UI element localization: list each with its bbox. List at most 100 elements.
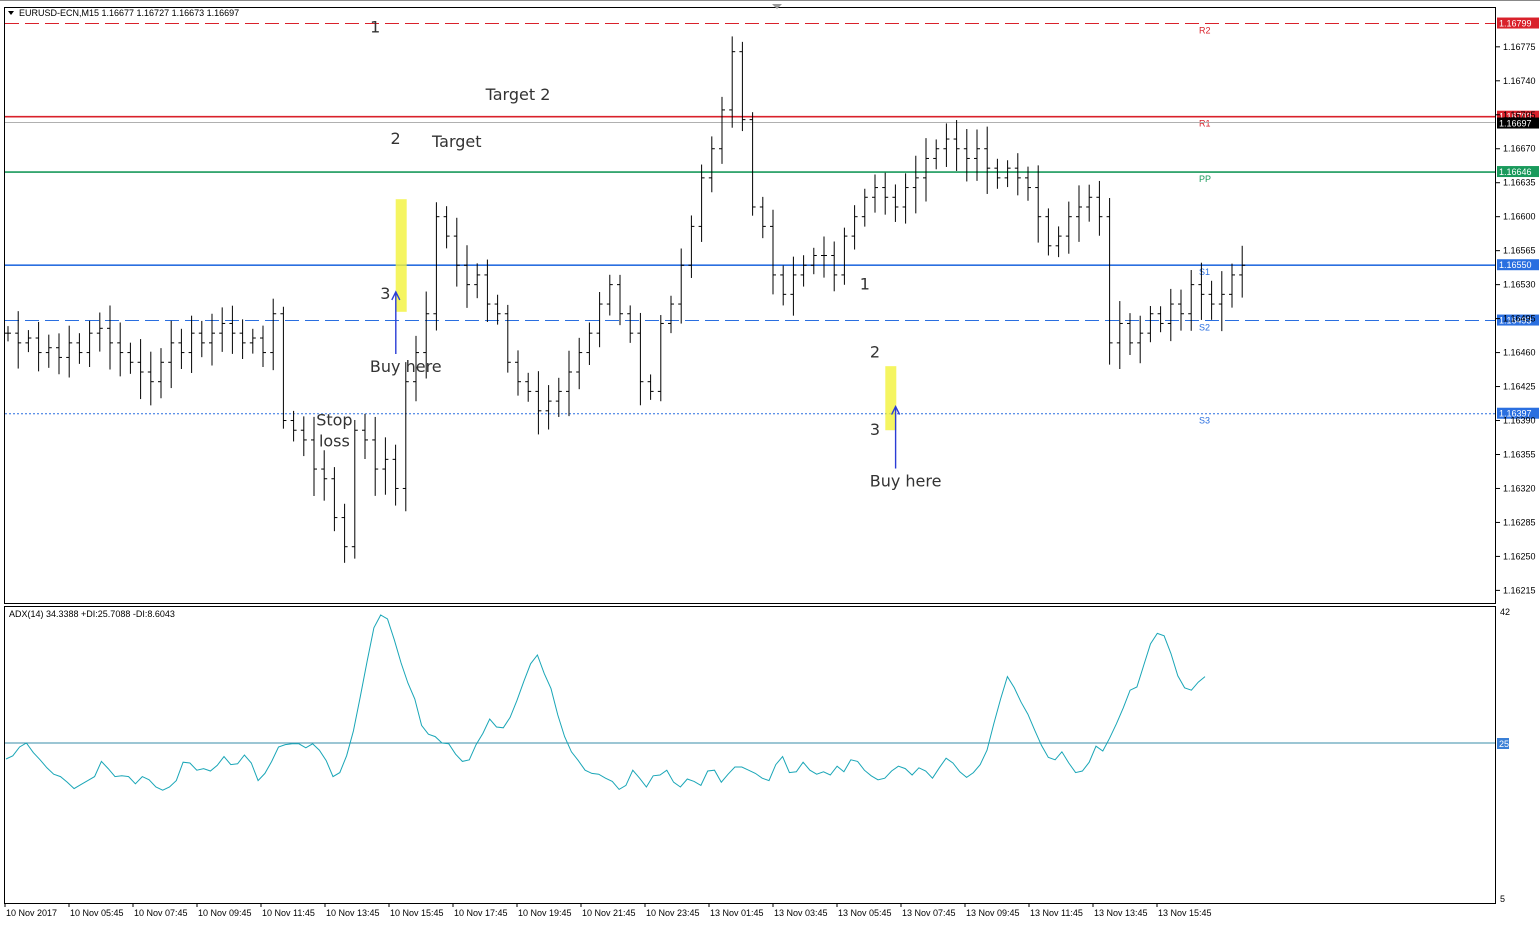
highlight-zone bbox=[885, 366, 897, 431]
price-tick-label: 1.16285 bbox=[1503, 517, 1536, 527]
price-tick-label: 1.16670 bbox=[1503, 144, 1536, 154]
price-bar bbox=[861, 188, 868, 227]
pivot-price-label: 1.16493 bbox=[1499, 316, 1532, 326]
price-bar bbox=[260, 325, 266, 368]
price-bar bbox=[86, 320, 93, 367]
price-bar bbox=[382, 437, 389, 495]
price-bar bbox=[494, 294, 501, 325]
price-bar bbox=[515, 350, 521, 396]
price-tick-label: 1.16460 bbox=[1503, 348, 1536, 358]
price-tick-label: 1.16390 bbox=[1503, 416, 1536, 426]
price-bar bbox=[321, 450, 328, 501]
price-bar bbox=[974, 129, 980, 181]
price-bar bbox=[963, 129, 970, 182]
annotation-label: 2 bbox=[391, 129, 401, 148]
price-bar bbox=[1137, 315, 1144, 364]
price-bar bbox=[902, 173, 909, 224]
annotation-label: 2 bbox=[870, 342, 880, 361]
price-bar bbox=[96, 312, 103, 352]
price-bar bbox=[535, 371, 542, 435]
time-tick-label: 13 Nov 01:45 bbox=[710, 908, 764, 918]
price-tick-label: 1.16250 bbox=[1503, 551, 1536, 561]
annotation-label: 1 bbox=[860, 274, 870, 293]
price-tick-label: 1.16215 bbox=[1503, 585, 1536, 595]
indicator-pane[interactable] bbox=[4, 606, 1496, 904]
price-tick-label: 1.16530 bbox=[1503, 280, 1536, 290]
pivot-name-s1: S1 bbox=[1199, 267, 1210, 277]
buy-arrow-head-icon bbox=[391, 290, 401, 301]
annotation-label: Buy here bbox=[870, 472, 942, 491]
price-bar bbox=[821, 236, 827, 278]
price-bar bbox=[423, 291, 430, 379]
price-bar bbox=[994, 158, 1001, 189]
indicator-header: ADX(14) 34.3388 +DI:25.7088 -DI:8.6043 bbox=[9, 609, 175, 619]
price-bar bbox=[331, 467, 338, 532]
time-tick-label: 13 Nov 09:45 bbox=[966, 908, 1020, 918]
pivot-name-pp: PP bbox=[1199, 174, 1211, 184]
price-bar bbox=[362, 413, 368, 460]
price-bar bbox=[504, 304, 511, 373]
price-bar bbox=[729, 36, 736, 128]
pivot-name-r2: R2 bbox=[1199, 26, 1211, 36]
price-bar bbox=[1065, 201, 1072, 254]
price-bar bbox=[831, 241, 838, 292]
price-bar bbox=[841, 227, 848, 285]
price-bar bbox=[1055, 226, 1062, 258]
time-tick-label: 10 Nov 09:45 bbox=[198, 908, 252, 918]
price-bar bbox=[810, 247, 817, 275]
price-bar bbox=[984, 126, 991, 194]
highlight-zone bbox=[395, 199, 407, 312]
price-bar bbox=[1004, 160, 1011, 188]
time-tick-label: 10 Nov 17:45 bbox=[454, 908, 508, 918]
price-bar bbox=[209, 313, 215, 366]
annotation-label: Target 2 bbox=[485, 85, 551, 104]
price-bar bbox=[566, 350, 572, 417]
scroll-marker-icon[interactable] bbox=[772, 4, 782, 9]
time-tick-label: 10 Nov 05:45 bbox=[70, 908, 124, 918]
price-bar bbox=[627, 305, 634, 343]
price-bar bbox=[464, 245, 470, 308]
time-tick-label: 10 Nov 23:45 bbox=[646, 908, 700, 918]
price-bar bbox=[15, 311, 22, 369]
time-tick-label: 13 Nov 15:45 bbox=[1158, 908, 1212, 918]
price-bar bbox=[1025, 166, 1031, 201]
price-bar bbox=[229, 305, 236, 354]
price-tick-label: 1.16565 bbox=[1503, 246, 1536, 256]
price-bar bbox=[576, 337, 583, 390]
adx-series-line bbox=[5, 614, 1206, 791]
price-bar bbox=[688, 215, 695, 278]
price-tick-label: 1.16425 bbox=[1503, 382, 1536, 392]
price-bar bbox=[433, 202, 440, 331]
buy-arrow-head-icon bbox=[890, 404, 901, 415]
price-bar bbox=[45, 334, 52, 368]
price-bar bbox=[933, 139, 940, 170]
price-bar bbox=[892, 184, 899, 222]
price-bar bbox=[1147, 305, 1154, 343]
price-bar bbox=[1239, 245, 1246, 298]
price-bar bbox=[35, 321, 42, 372]
annotation-label: Target bbox=[431, 132, 482, 151]
price-bar bbox=[708, 136, 715, 193]
price-bar bbox=[484, 259, 491, 322]
price-bar bbox=[586, 322, 593, 366]
price-bar bbox=[188, 315, 195, 373]
price-bar bbox=[780, 265, 787, 306]
adx-ref-label: 25 bbox=[1499, 739, 1509, 749]
symbol-header: EURUSD-ECN,M15 1.16677 1.16727 1.16673 1… bbox=[19, 8, 239, 18]
price-bar bbox=[1014, 153, 1021, 196]
price-bar bbox=[872, 174, 878, 213]
price-bar bbox=[698, 164, 705, 242]
price-bar bbox=[596, 292, 603, 348]
price-bar bbox=[168, 320, 175, 389]
price-pane[interactable] bbox=[4, 7, 1496, 604]
collapse-arrow-icon[interactable] bbox=[8, 11, 14, 15]
price-tick-label: 1.16355 bbox=[1503, 449, 1536, 459]
price-bar bbox=[107, 305, 113, 370]
price-bar bbox=[617, 274, 623, 326]
price-bar bbox=[158, 348, 164, 399]
price-bar bbox=[657, 315, 664, 402]
adx-tick-label: 5 bbox=[1500, 894, 1505, 904]
price-bar bbox=[443, 206, 450, 249]
